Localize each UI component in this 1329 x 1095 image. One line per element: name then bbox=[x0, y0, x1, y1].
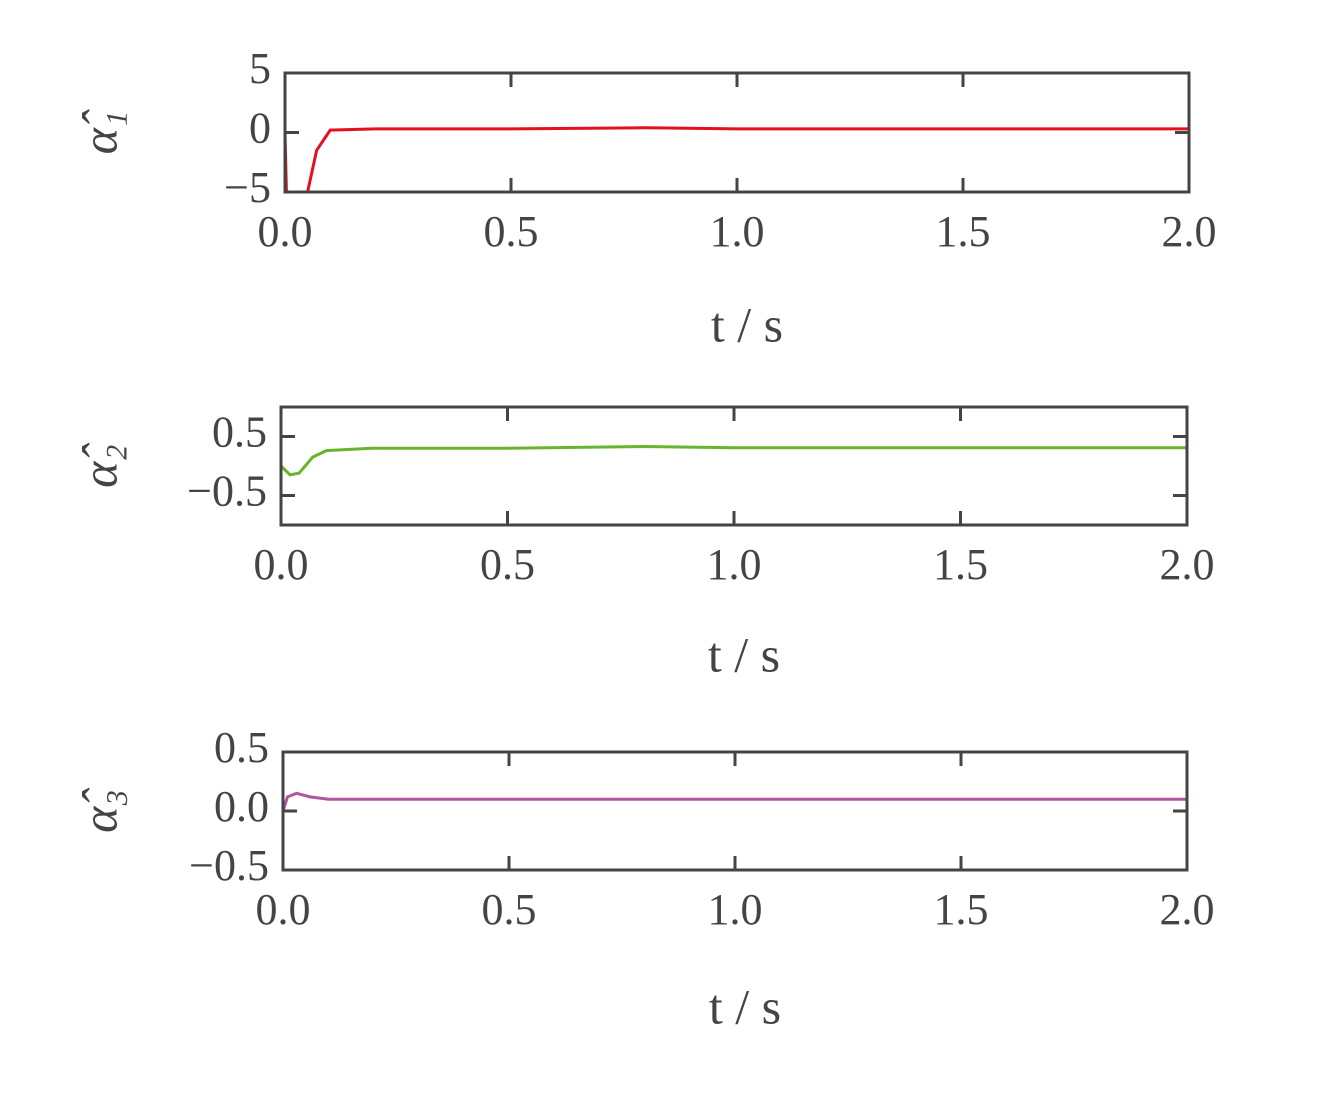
y-tick-label: 0.5 bbox=[212, 408, 267, 457]
x-tick-label: 0.0 bbox=[256, 885, 311, 934]
data-line bbox=[285, 126, 1189, 192]
x-tick-label: 2.0 bbox=[1160, 885, 1215, 934]
y-axis-label: α̂₃ bbox=[71, 788, 127, 833]
subplot: 0.0 0.5 1.0 1.5 2.0 5 0 −5 t / s α̂₁ bbox=[71, 44, 1216, 352]
data-line bbox=[283, 791, 1187, 812]
x-tick-label: 1.0 bbox=[710, 207, 765, 256]
x-axis-label: t / s bbox=[709, 978, 781, 1034]
data-line bbox=[281, 445, 1187, 477]
x-tick-label: 0.5 bbox=[482, 885, 537, 934]
x-tick-label: 1.5 bbox=[933, 540, 988, 589]
y-axis-label: α̂₁ bbox=[71, 109, 127, 154]
y-tick-label: 0.0 bbox=[214, 782, 269, 831]
x-tick-label: 0.5 bbox=[480, 540, 535, 589]
x-axis-label: t / s bbox=[708, 626, 780, 682]
subplot: 0.0 0.5 1.0 1.5 2.0 0.5 −0.5 t / s α̂₂ bbox=[71, 405, 1215, 682]
y-tick-label: −5 bbox=[224, 163, 271, 212]
y-axis-label: α̂₂ bbox=[71, 443, 127, 488]
y-tick-label: −0.5 bbox=[189, 841, 269, 890]
y-tick-label: 0 bbox=[249, 104, 271, 153]
x-tick-label: 1.0 bbox=[707, 540, 762, 589]
y-tick-label: −0.5 bbox=[187, 467, 267, 516]
x-tick-label: 0.0 bbox=[254, 540, 309, 589]
x-tick-label: 1.5 bbox=[936, 207, 991, 256]
y-tick-label: 5 bbox=[249, 44, 271, 93]
axes-frame bbox=[279, 405, 1189, 527]
x-tick-label: 1.5 bbox=[934, 885, 989, 934]
x-tick-label: 2.0 bbox=[1160, 540, 1215, 589]
y-tick-label: 0.5 bbox=[214, 723, 269, 772]
x-tick-label: 0.5 bbox=[484, 207, 539, 256]
x-tick-label: 2.0 bbox=[1162, 207, 1217, 256]
axes-frame bbox=[283, 71, 1191, 194]
subplot: 0.0 0.5 1.0 1.5 2.00.50.0−0.5t / sα̂₃ bbox=[71, 723, 1214, 1034]
x-axis-label: t / s bbox=[711, 296, 783, 352]
axes-frame bbox=[281, 750, 1189, 872]
x-tick-label: 1.0 bbox=[708, 885, 763, 934]
x-tick-label: 0.0 bbox=[258, 207, 313, 256]
